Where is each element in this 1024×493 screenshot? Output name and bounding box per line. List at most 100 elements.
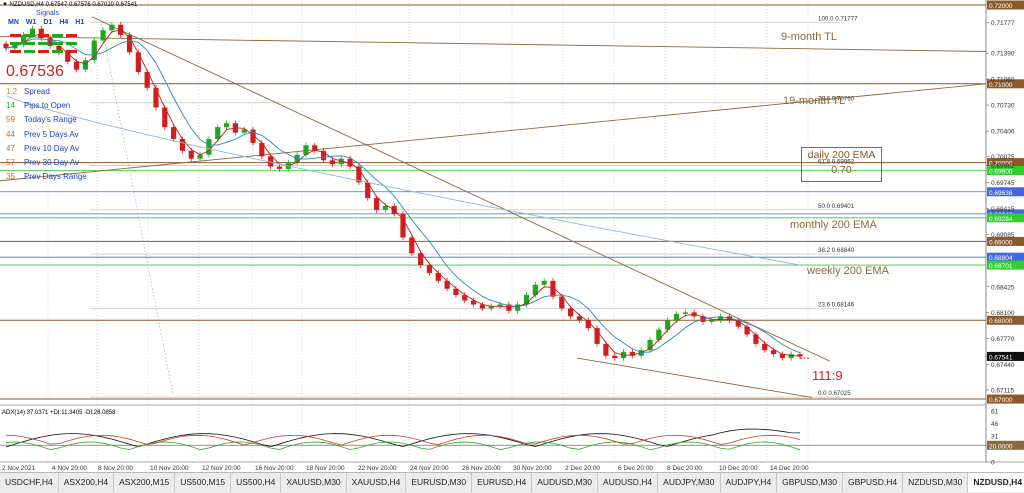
candle-body <box>665 320 671 330</box>
candle-body <box>479 304 485 309</box>
chart-canvas[interactable]: 0.720000.710000.700000.699000.696360.693… <box>0 0 1024 472</box>
candle-body <box>276 166 283 169</box>
fib-anchor-diagonal <box>99 16 174 396</box>
symbol-tab[interactable]: EURUSD,H4 <box>472 473 533 492</box>
candle-body <box>718 316 724 321</box>
current-price-display: 0.67536 <box>6 63 64 80</box>
price-level-tag-bg <box>987 252 1024 262</box>
candle-body <box>762 343 768 351</box>
info-row: 59 Today's Range <box>6 113 87 127</box>
candle-body <box>179 138 186 151</box>
candle-body <box>735 320 741 327</box>
x-axis-label: 2 Dec 20:00 <box>565 465 600 472</box>
info-row-label: Prev 30 Day Av <box>24 158 79 168</box>
info-row: 35 Prev Days Range <box>6 170 87 184</box>
candle-body <box>435 272 441 281</box>
info-row: 44 Prev 5 Days Av <box>6 128 87 142</box>
adx-level-tag: 20.0000 <box>989 443 1013 450</box>
symbol-tab-bar: USDCHF,H4 ASX200,H4 ASX200,M15 US500,M15 US5… <box>0 472 1024 493</box>
symbol-tab[interactable]: US500,M15 <box>175 473 232 492</box>
symbol-tab[interactable]: XAUUSD,H4 <box>347 473 407 492</box>
symbol-tab[interactable]: AUDUSD,M30 <box>532 473 599 492</box>
info-row-value: 47 <box>6 143 15 153</box>
signal-tile <box>66 50 77 53</box>
price-level-tag: 0.72000 <box>989 3 1013 10</box>
price-level-tag-bg <box>987 166 1024 176</box>
candle-body <box>673 313 680 321</box>
symbol-tab[interactable]: NZDUSD,H4 <box>968 473 1024 492</box>
x-axis-label: 8 Nov 20:00 <box>98 465 133 472</box>
candle-body <box>488 306 494 309</box>
candle-body <box>779 354 785 359</box>
y-tick-label: 0.68100 <box>991 310 1015 317</box>
fib-level-label: 78.6 0.70760 <box>818 96 855 103</box>
adx-tick-label: 31 <box>991 434 999 441</box>
current-price-tag-bg <box>987 351 1024 361</box>
annotation-19-month-tl: 19-month TL <box>783 95 846 107</box>
candle-body <box>744 326 750 335</box>
x-axis-label: 14 Dec 20:00 <box>770 465 809 472</box>
candle-body <box>259 142 265 157</box>
symbol-tab[interactable]: USDCHF,H4 <box>0 473 59 492</box>
candle-body <box>576 316 583 321</box>
symbol-tab[interactable]: XAUUSD,M30 <box>281 473 347 492</box>
info-row-value: 35 <box>6 172 15 182</box>
fib-level-label: 23.6 0.68146 <box>818 302 855 309</box>
price-level-tag-bg <box>987 213 1024 223</box>
candle-body <box>753 334 759 344</box>
signal-tile <box>52 42 63 45</box>
candle-body <box>82 60 88 70</box>
candle-body <box>126 34 133 53</box>
symbol-tab[interactable]: US500,H4 <box>231 473 282 492</box>
x-axis-label: 30 Nov 20:00 <box>513 465 552 472</box>
x-axis-label: 26 Nov 20:00 <box>462 465 501 472</box>
info-row-label: Prev Days Range <box>24 172 87 182</box>
symbol-tab[interactable]: EURUSD,M30 <box>406 473 473 492</box>
symbol-tab[interactable]: NZDUSD,M30 <box>903 473 969 492</box>
symbol-tab[interactable]: AUDJPY,M30 <box>658 473 721 492</box>
ema-fast-line <box>5 29 801 357</box>
candle-body <box>215 127 221 139</box>
y-tick-label: 0.68425 <box>991 284 1015 291</box>
signal-tile <box>38 42 49 45</box>
candle-body <box>506 304 512 311</box>
fib-level-label: 100.0 0.71777 <box>818 16 858 23</box>
price-level-tag-bg <box>987 236 1024 246</box>
trendline-19-month <box>0 83 987 182</box>
signal-tile <box>66 42 77 45</box>
candle-body <box>682 312 688 314</box>
candle-body <box>206 138 212 155</box>
candle-body <box>585 320 591 329</box>
candle-body <box>532 284 538 296</box>
x-axis-label: 10 Dec 20:00 <box>719 465 758 472</box>
candle-body <box>612 355 618 359</box>
symbol-tab[interactable]: AUDJPY,H4 <box>721 473 778 492</box>
candle-body <box>629 351 635 356</box>
price-level-tag: 0.68804 <box>989 255 1013 262</box>
candle-body <box>797 354 803 357</box>
x-axis-label: 4 Nov 20:00 <box>52 465 87 472</box>
candle-body <box>321 150 327 161</box>
candle-body <box>497 304 503 307</box>
timeframe-h4: H4 <box>59 19 69 26</box>
symbol-tab[interactable]: ASX200,M15 <box>114 473 176 492</box>
candle-body <box>65 52 71 62</box>
adx-tick-label: 46 <box>991 421 999 428</box>
y-tick-label: 0.70075 <box>991 154 1015 161</box>
price-level-tag: 0.70000 <box>989 161 1013 168</box>
price-level-tag: 0.71000 <box>989 82 1013 89</box>
price-level-tag: 0.68701 <box>989 263 1013 270</box>
candle-body <box>312 145 318 151</box>
symbol-tab[interactable]: GBPUSD,H4 <box>843 473 904 492</box>
candle-body <box>770 350 777 355</box>
symbol-tab[interactable]: AUDUSD,H4 <box>598 473 659 492</box>
daily-ema-box[interactable]: daily 200 EMA 0.70 <box>801 147 882 182</box>
candle-body <box>303 145 309 155</box>
x-axis-label: 22 Nov 20:00 <box>358 465 397 472</box>
symbol-tab[interactable]: GBPUSD,M30 <box>777 473 843 492</box>
info-row-label: Pips to Open <box>24 101 71 111</box>
y-tick-label: 0.69745 <box>991 180 1015 187</box>
symbol-tab[interactable]: ASX200,H4 <box>59 473 115 492</box>
signal-tile <box>10 42 21 45</box>
